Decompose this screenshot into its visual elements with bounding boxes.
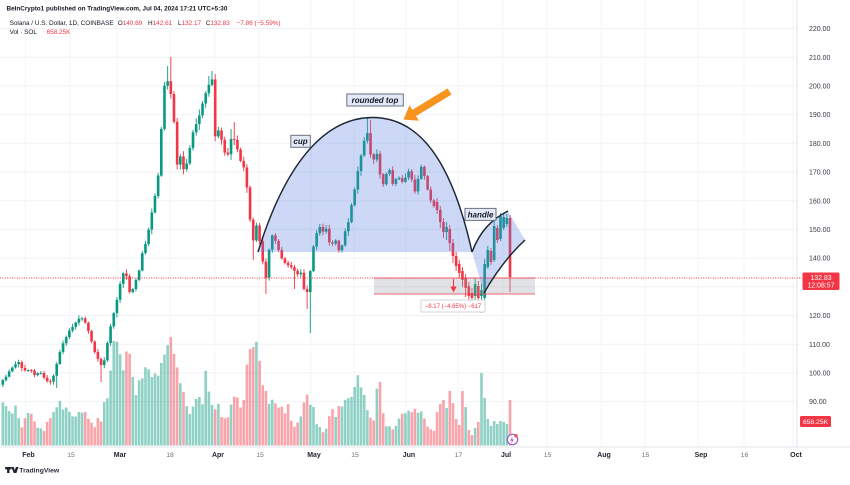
svg-text:90.00: 90.00 bbox=[809, 399, 827, 406]
svg-text:16: 16 bbox=[741, 452, 749, 459]
svg-text:15: 15 bbox=[642, 452, 650, 459]
svg-text:15: 15 bbox=[256, 452, 264, 459]
svg-text:Solana / U.S. Dollar, 1D, COIN: Solana / U.S. Dollar, 1D, COINBASE O140.6… bbox=[10, 20, 281, 27]
svg-text:120.00: 120.00 bbox=[809, 313, 831, 320]
svg-text:Oct: Oct bbox=[790, 452, 802, 459]
svg-text:180.00: 180.00 bbox=[809, 141, 831, 148]
svg-text:cup: cup bbox=[293, 137, 307, 146]
svg-text:18: 18 bbox=[166, 452, 174, 459]
svg-text:200.00: 200.00 bbox=[809, 84, 831, 91]
svg-text:190.00: 190.00 bbox=[809, 112, 831, 119]
svg-text:160.00: 160.00 bbox=[809, 198, 831, 205]
svg-text:handle: handle bbox=[468, 210, 494, 219]
svg-text:May: May bbox=[307, 452, 321, 459]
svg-text:Mar: Mar bbox=[114, 452, 127, 459]
svg-text:150.00: 150.00 bbox=[809, 227, 831, 234]
svg-text:15: 15 bbox=[351, 452, 359, 459]
svg-text:15: 15 bbox=[544, 452, 552, 459]
svg-text:210.00: 210.00 bbox=[809, 55, 831, 62]
svg-text:TradingView: TradingView bbox=[19, 468, 60, 475]
svg-text:rounded top: rounded top bbox=[352, 96, 399, 105]
svg-text:15: 15 bbox=[67, 452, 75, 459]
svg-text:140.00: 140.00 bbox=[809, 256, 831, 263]
svg-text:Feb: Feb bbox=[22, 452, 34, 459]
svg-text:12:08:57: 12:08:57 bbox=[808, 283, 835, 290]
svg-text:220.00: 220.00 bbox=[809, 26, 831, 33]
svg-text:Sep: Sep bbox=[695, 452, 708, 459]
svg-text:658.25K: 658.25K bbox=[803, 419, 829, 426]
svg-text:Jun: Jun bbox=[403, 452, 415, 459]
svg-text:Jul: Jul bbox=[501, 452, 511, 459]
svg-text:Apr: Apr bbox=[212, 452, 224, 459]
svg-text:Aug: Aug bbox=[597, 452, 611, 459]
svg-text:BeInCrypto1 published on Tradi: BeInCrypto1 published on TradingView.com… bbox=[7, 5, 228, 12]
svg-text:100.00: 100.00 bbox=[809, 371, 831, 378]
svg-text:132.83: 132.83 bbox=[810, 275, 831, 282]
svg-text:17: 17 bbox=[455, 452, 463, 459]
svg-text:110.00: 110.00 bbox=[809, 342, 830, 349]
svg-text:−8.17 (−4.65%) −617: −8.17 (−4.65%) −617 bbox=[425, 304, 482, 310]
svg-text:170.00: 170.00 bbox=[809, 170, 831, 177]
